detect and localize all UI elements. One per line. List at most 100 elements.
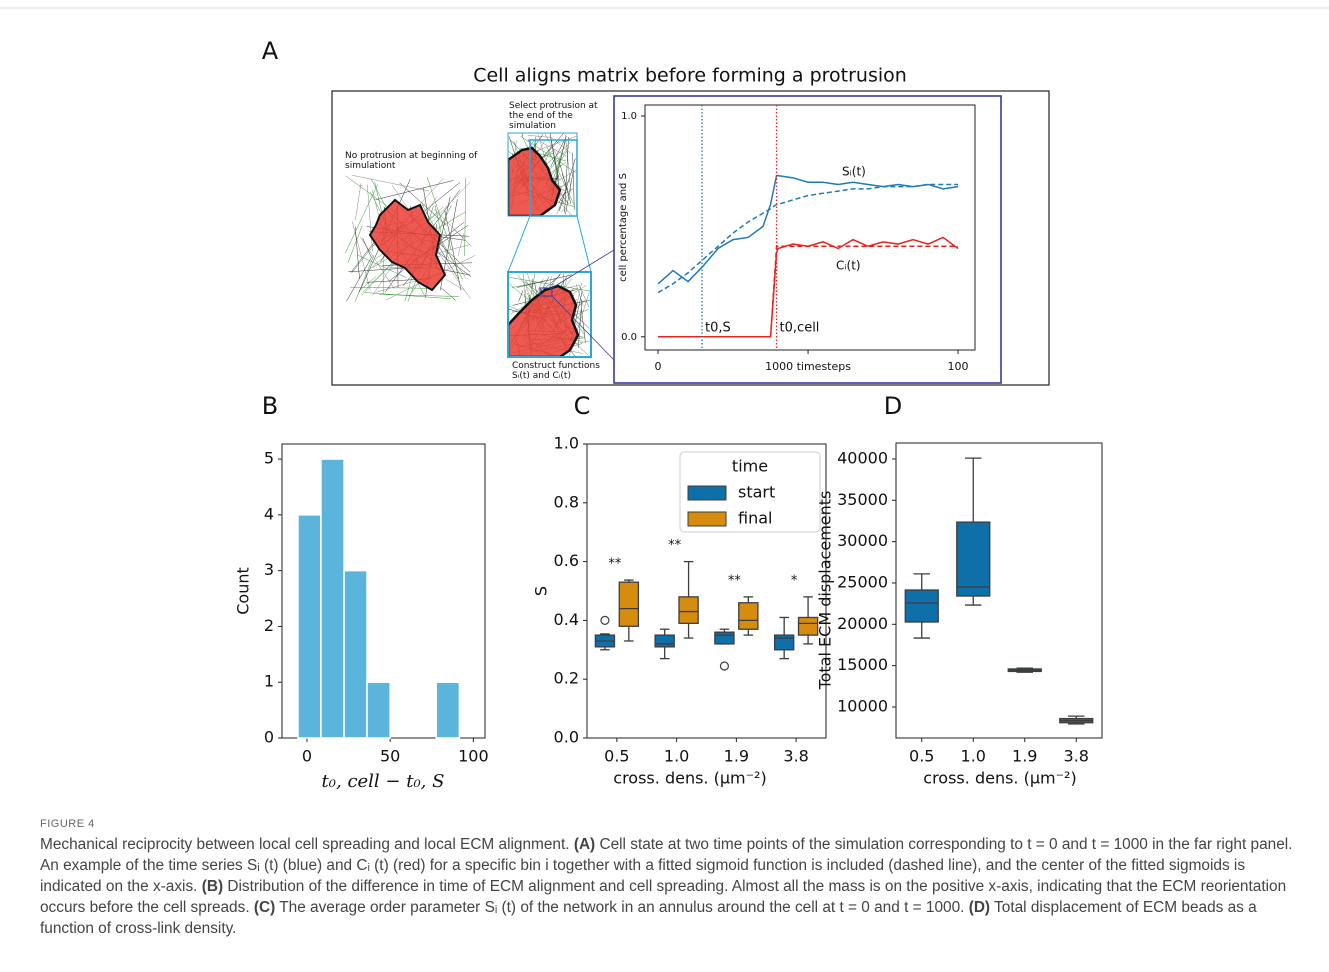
x-axis-label: t₀, cell − t₀, S: [322, 771, 445, 792]
y-tick-label: 10000: [837, 696, 888, 715]
histogram-bar: [366, 681, 391, 739]
x-tick-label: 3.8: [783, 747, 808, 766]
matrix-fiber: [521, 133, 524, 137]
marker-label: t0,S: [705, 321, 731, 336]
series-line: [658, 236, 959, 338]
x-tick-label: 1.0: [664, 747, 689, 766]
matrix-fiber: [574, 314, 590, 329]
y-tick-label: 1.0: [621, 111, 637, 122]
y-axis-label: Count: [234, 567, 253, 615]
legend-title: time: [732, 457, 768, 476]
connector: [507, 215, 531, 273]
matrix-fiber: [437, 196, 451, 252]
x-axis-label: cross. dens. (μm⁻²): [923, 769, 1076, 788]
series-line: [657, 174, 959, 285]
matrix-fiber: [446, 279, 466, 291]
caption-segment: Distribution of the difference in time o…: [40, 878, 1287, 916]
y-axis-label: S: [532, 586, 551, 596]
connector: [576, 215, 592, 273]
fit-line: [658, 245, 959, 338]
matrix-fiber: [527, 135, 552, 138]
y-tick-label: 0.0: [621, 332, 637, 343]
matrix-fiber: [351, 246, 373, 273]
panel-label: B: [262, 392, 278, 420]
matrix-fiber: [517, 274, 572, 288]
x-tick-label: 50: [380, 747, 400, 766]
matrix-fiber: [347, 225, 363, 264]
matrix-fiber: [565, 171, 574, 215]
image-border: [507, 132, 578, 217]
x-axis-label: cross. dens. (μm⁻²): [613, 769, 766, 788]
legend-label: start: [738, 483, 775, 502]
box: [714, 631, 735, 645]
y-tick-label: 0.2: [554, 669, 579, 688]
y-tick-label: 0.4: [554, 610, 579, 629]
matrix-fiber: [354, 226, 360, 280]
series-label: Cᵢ(t): [836, 259, 861, 273]
caption-label: FIGURE 4: [40, 818, 95, 830]
y-tick-label: 25000: [837, 572, 888, 591]
x-tick-label: 0: [655, 360, 662, 373]
histogram-bar: [297, 514, 322, 739]
y-tick-label: 0: [264, 728, 274, 747]
marker-label: t0,cell: [780, 321, 820, 336]
matrix-fiber: [379, 294, 459, 297]
matrix-fiber: [574, 282, 582, 318]
matrix-fiber: [559, 158, 576, 211]
legend-swatch: [687, 485, 727, 501]
matrix-fiber: [464, 177, 467, 256]
matrix-fiber: [357, 254, 407, 278]
significance: **: [608, 557, 622, 572]
y-tick-label: 0.6: [554, 551, 579, 570]
x-tick-label: 0.5: [909, 747, 934, 766]
matrix-fiber: [426, 176, 452, 251]
panel-label: D: [884, 392, 902, 420]
image-label: Construct functions Sᵢ(t) and Cᵢ(t): [512, 361, 600, 381]
box: [738, 602, 759, 630]
matrix-fiber: [367, 184, 373, 252]
matrix-fiber: [550, 135, 567, 168]
histogram-bar: [435, 681, 461, 739]
legend-label: final: [738, 509, 772, 528]
y-tick-label: 5: [264, 449, 274, 468]
x-tick-label: 1.9: [724, 747, 749, 766]
matrix-fiber: [375, 180, 454, 201]
matrix-fiber: [359, 184, 363, 187]
caption-text: Mechanical reciprocity between local cel…: [40, 834, 1298, 939]
bin-box: [539, 287, 553, 297]
matrix-fiber: [354, 255, 375, 302]
box: [773, 634, 795, 651]
x-tick-label: 1.9: [1012, 747, 1037, 766]
y-axis-label: Total ECM displacements: [816, 491, 835, 691]
matrix-fiber: [544, 134, 562, 164]
caption-segment: (A): [573, 836, 596, 853]
flier: [600, 615, 610, 626]
y-tick-label: 1: [264, 672, 274, 691]
x-tick-label: 100: [948, 360, 969, 373]
image-label: Select protrusion at the end of the simu…: [509, 101, 598, 131]
matrix-fiber: [444, 209, 462, 291]
box: [618, 581, 640, 627]
significance: **: [668, 538, 682, 553]
matrix-fiber: [560, 208, 566, 213]
matrix-fiber: [565, 134, 572, 193]
box: [956, 521, 991, 597]
y-tick-label: 2: [264, 616, 274, 635]
y-tick-label: 30000: [837, 531, 888, 550]
series-label: Sᵢ(t): [842, 165, 866, 179]
caption-segment: Mechanical reciprocity between local cel…: [40, 836, 574, 853]
axes-frame: [644, 104, 976, 351]
y-tick-label: 40000: [837, 448, 888, 467]
box: [678, 596, 699, 624]
matrix-fiber: [421, 204, 463, 280]
significance: *: [791, 573, 798, 588]
matrix-fiber: [420, 203, 426, 208]
connector: [551, 295, 615, 361]
matrix-fiber: [509, 277, 590, 292]
matrix-fiber: [362, 238, 372, 258]
caption: FIGURE 4 Mechanical reciprocity between …: [40, 818, 1298, 939]
matrix-fiber: [351, 221, 371, 291]
x-tick-label: 100: [458, 747, 489, 766]
